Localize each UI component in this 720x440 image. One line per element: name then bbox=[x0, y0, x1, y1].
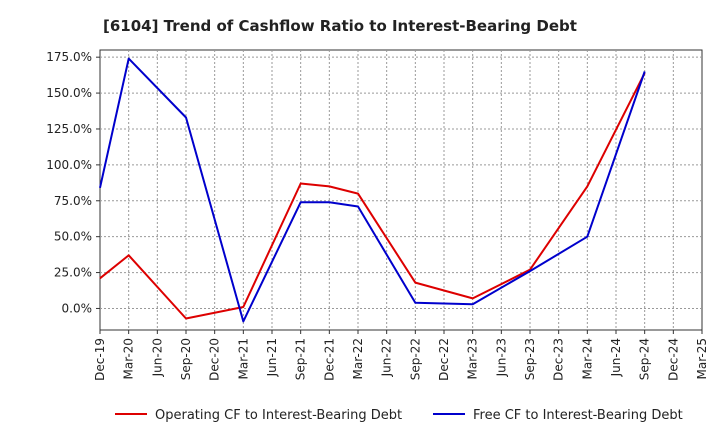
x-tick-label: Mar-24 bbox=[580, 338, 594, 379]
x-tick-label: Sep-21 bbox=[294, 338, 308, 380]
y-axis: 0.0% 25.0% 50.0% 75.0% 100.0% 125.0% 150.0% 175… bbox=[46, 50, 100, 315]
legend-label-2: Free CF to Interest-Bearing Debt bbox=[473, 408, 683, 423]
x-tick-label: Sep-23 bbox=[523, 338, 537, 380]
x-tick-label: Mar-22 bbox=[351, 338, 365, 379]
legend-label-1: Operating CF to Interest-Bearing Debt bbox=[155, 408, 402, 423]
series-line-2 bbox=[99, 57, 646, 323]
plot-area bbox=[99, 49, 703, 331]
series-lines bbox=[99, 57, 646, 323]
x-tick-label: Sep-24 bbox=[638, 338, 652, 380]
x-tick-label: Dec-20 bbox=[208, 338, 222, 381]
x-tick-label: Dec-23 bbox=[552, 338, 566, 381]
grid-lines bbox=[100, 50, 702, 330]
x-tick-label: Sep-20 bbox=[179, 338, 193, 380]
x-tick-label: Dec-24 bbox=[666, 338, 680, 381]
y-tick-label: 0.0% bbox=[62, 301, 93, 315]
series-line-1 bbox=[99, 72, 646, 320]
x-tick-label: Mar-25 bbox=[695, 338, 709, 379]
x-tick-label: Mar-20 bbox=[122, 338, 136, 379]
x-tick-label: Jun-23 bbox=[494, 338, 508, 377]
legend: Operating CF to Interest-Bearing Debt Fre… bbox=[115, 408, 683, 423]
x-axis: Dec-19 Mar-20 Jun-20 Sep-20 Dec-20 Mar-21 Jun-… bbox=[93, 330, 709, 381]
x-tick-label: Dec-22 bbox=[437, 338, 451, 381]
x-tick-label: Jun-21 bbox=[265, 338, 279, 377]
x-tick-label: Jun-22 bbox=[380, 338, 394, 377]
y-tick-label: 50.0% bbox=[54, 230, 92, 244]
y-tick-label: 75.0% bbox=[54, 194, 92, 208]
x-tick-label: Jun-24 bbox=[609, 338, 623, 377]
y-tick-label: 150.0% bbox=[46, 86, 92, 100]
y-tick-label: 175.0% bbox=[46, 50, 92, 64]
y-tick-label: 25.0% bbox=[54, 266, 92, 280]
y-tick-label: 125.0% bbox=[46, 122, 92, 136]
chart-title: [6104] Trend of Cashflow Ratio to Intere… bbox=[103, 17, 577, 35]
x-tick-label: Mar-21 bbox=[236, 338, 250, 379]
x-tick-label: Dec-21 bbox=[322, 338, 336, 381]
y-tick-label: 100.0% bbox=[46, 158, 92, 172]
x-tick-label: Sep-22 bbox=[408, 338, 422, 380]
x-tick-label: Mar-23 bbox=[466, 338, 480, 379]
x-tick-label: Jun-20 bbox=[150, 338, 164, 377]
x-tick-label: Dec-19 bbox=[93, 338, 107, 381]
